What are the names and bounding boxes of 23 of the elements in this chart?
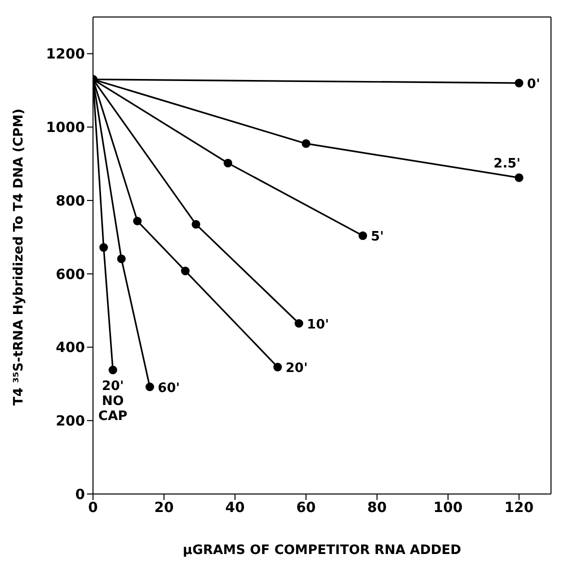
y-tick-label: 600: [56, 266, 86, 283]
x-tick-label: 60: [296, 500, 316, 516]
x-tick-label: 80: [367, 500, 388, 516]
y-tick-label: 1200: [46, 46, 86, 63]
series-label: 0': [527, 77, 540, 92]
series-label: 5': [370, 230, 384, 245]
series-label: 60': [158, 380, 180, 396]
series-label: 2.5': [494, 156, 521, 172]
y-tick-label: 800: [56, 193, 86, 210]
y-axis-title: T4 ³⁵S-tRNA Hybridized To T4 DNA (CPM): [12, 108, 27, 406]
y-tick-label: 200: [56, 414, 86, 430]
x-axis-title: μGRAMS OF COMPETITOR RNA ADDED: [182, 543, 462, 558]
y-tick-label: 0: [75, 486, 86, 503]
x-tick-label: 100: [433, 500, 463, 516]
y-tick-label: 400: [56, 340, 86, 356]
x-tick-label: 0: [88, 500, 98, 516]
y-tick-label: 1000: [46, 120, 86, 136]
x-tick-label: 40: [225, 500, 246, 516]
series-label: 20' NO CAP: [98, 378, 128, 424]
x-tick-label: 20: [154, 500, 174, 516]
series-label: 10': [306, 317, 329, 332]
x-tick-label: 120: [504, 500, 534, 516]
series-label: 20': [286, 361, 308, 376]
